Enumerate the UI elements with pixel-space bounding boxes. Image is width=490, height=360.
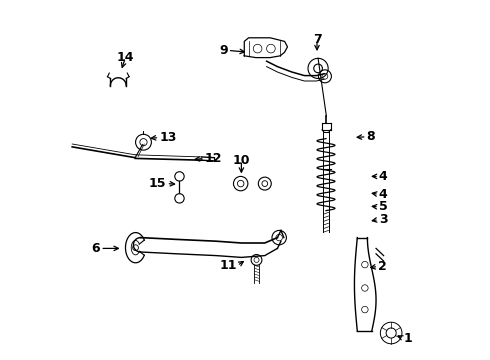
Text: 13: 13 [159,131,177,144]
Text: 7: 7 [313,33,321,46]
Text: 1: 1 [403,332,412,345]
Text: 11: 11 [220,259,237,272]
Text: 14: 14 [117,51,134,64]
Text: 9: 9 [219,44,228,57]
Text: 12: 12 [205,152,222,165]
Text: 6: 6 [92,242,100,255]
Text: 4: 4 [379,170,388,183]
Text: 15: 15 [149,177,167,190]
Text: 8: 8 [367,130,375,143]
Text: 2: 2 [378,260,387,273]
Text: 3: 3 [379,213,388,226]
Text: 4: 4 [379,188,388,201]
Text: 10: 10 [233,154,250,167]
Text: 5: 5 [379,201,388,213]
